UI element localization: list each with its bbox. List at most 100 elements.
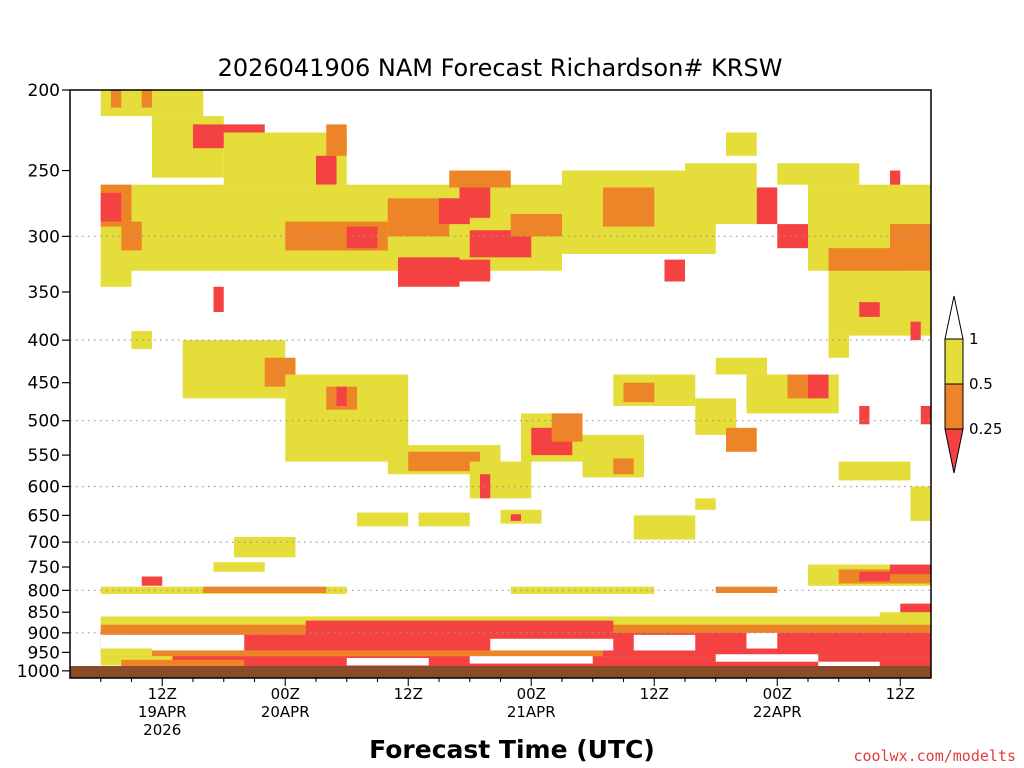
y-tick-label: 750	[28, 558, 60, 578]
legend-swatch-yellow	[944, 338, 964, 385]
x-tick-label: 21APR	[507, 703, 556, 721]
heatmap-cell-25	[603, 187, 655, 227]
heatmap-cell-27	[685, 163, 757, 225]
heatmap-cell-68	[920, 405, 931, 425]
heatmap-cell-80	[510, 586, 655, 594]
heatmap-cell-54	[613, 458, 634, 475]
heatmap-cell-7	[316, 155, 337, 185]
y-tick-label: 700	[28, 533, 60, 553]
heatmap-cell-11	[100, 192, 122, 222]
legend-label: 0.25	[969, 420, 1002, 438]
x-tick-label: 00Z	[271, 685, 300, 703]
heatmap-cell-70	[357, 512, 409, 527]
x-tick-label: 12Z	[886, 685, 915, 703]
heatmap-cell-20	[510, 214, 573, 237]
heatmap-cell-47	[408, 451, 480, 472]
heatmap-cell-35	[890, 224, 931, 271]
heatmap-cell-40	[213, 286, 224, 313]
heatmap-cell-94	[746, 632, 778, 649]
heatmap-cell-96	[100, 648, 152, 657]
heatmap-cell-2	[141, 90, 152, 108]
x-tick-label: 19APR	[138, 703, 187, 721]
legend: 1 0.5 0.25	[944, 295, 1002, 474]
heatmap-cell-100	[121, 659, 245, 666]
heatmap-cell-77	[141, 576, 163, 586]
heatmap-cell-99	[244, 665, 931, 666]
heatmap-cell-26	[664, 259, 685, 282]
heatmap-cell-101	[346, 657, 429, 666]
y-axis: 200 250 300 350 400 450 500 550 600 650 700 750 8008…	[17, 81, 70, 682]
heatmap-cell-21	[398, 257, 460, 287]
heatmap-cell-73	[510, 514, 521, 521]
heatmap-cell-29	[756, 187, 778, 225]
y-tick-label: 650	[28, 506, 60, 526]
y-tick-label: 850	[28, 603, 60, 623]
y-tick-label: 250	[28, 162, 60, 182]
x-tick-label: 20APR	[261, 703, 310, 721]
heatmap-cell-38	[100, 265, 132, 287]
chart-title: 2026041906 NAM Forecast Richardson# KRSW	[218, 54, 783, 82]
heatmap-cell-59	[715, 357, 767, 375]
legend-swatch-orange	[944, 383, 964, 430]
x-tick-label: 12Z	[394, 685, 423, 703]
heatmap-cell-104	[818, 661, 880, 666]
heatmap-cell-97	[490, 638, 614, 651]
heatmap-cell-75	[695, 498, 716, 510]
y-tick-label: 900	[28, 624, 60, 644]
heatmap-cell-66	[910, 486, 931, 521]
heatmap-cell-30	[777, 163, 860, 185]
ground-strip	[70, 666, 931, 678]
heatmap-cell-28	[726, 132, 757, 156]
heatmap-cell-76	[213, 562, 265, 572]
legend-label: 0.5	[969, 375, 993, 393]
y-tick-label: 600	[28, 477, 60, 497]
heatmap-cell-91	[305, 620, 614, 637]
heatmap-cell-18	[459, 187, 491, 218]
y-tick-label: 500	[28, 412, 60, 432]
y-tick-label: 300	[28, 227, 60, 247]
heatmap-cell-79	[203, 586, 327, 594]
heatmap-cell-36	[890, 170, 901, 185]
heatmap-cell-62	[808, 374, 829, 399]
y-tick-label: 350	[28, 283, 60, 303]
x-axis-label: Forecast Time (UTC)	[369, 735, 655, 764]
heatmap-cell-64	[859, 405, 870, 425]
heatmap-cell-45	[336, 386, 347, 406]
heatmap-cell-1	[111, 90, 122, 108]
x-tick-label: 22APR	[753, 703, 802, 721]
y-tick-label: 450	[28, 374, 60, 394]
heatmap-cell-74	[633, 515, 696, 540]
heatmap-cell-93	[633, 634, 696, 651]
heatmap-cell-71	[418, 512, 470, 527]
x-tick-label: 00Z	[517, 685, 546, 703]
heatmap-cell-103	[715, 654, 819, 662]
heatmap-cell-85	[890, 564, 931, 575]
heatmap-cell-22	[459, 259, 491, 282]
heatmap-cell-69	[234, 536, 296, 558]
heatmap-cell-58	[726, 427, 757, 452]
y-tick-label: 200	[28, 81, 60, 101]
heatmap-cell-84	[859, 571, 890, 582]
y-tick-label: 400	[28, 331, 60, 351]
heatmap-cell-65	[838, 461, 911, 481]
x-tick-label: 12Z	[640, 685, 669, 703]
y-tick-label: 1000	[17, 662, 60, 682]
heatmap-cell-63	[828, 335, 849, 358]
y-tick-label: 950	[28, 643, 60, 663]
legend-label: 1	[969, 330, 979, 348]
heatmap-cell-67	[910, 321, 921, 341]
heatmap-cell-37	[859, 302, 880, 317]
heatmap-cell-52	[551, 413, 583, 442]
y-tick-label: 550	[28, 446, 60, 466]
heatmap-cell-56	[623, 382, 655, 403]
heatmap-cell-95	[100, 634, 245, 651]
heatmap-cell-14	[346, 226, 378, 249]
x-tick-label: 12Z	[148, 685, 177, 703]
heatmap-cell-48	[469, 461, 532, 499]
y-tick-label: 800	[28, 581, 60, 601]
credit-text: coolwx.com/modelts	[853, 747, 1016, 765]
heatmap-cell-6	[326, 124, 347, 156]
plot-area	[100, 90, 931, 666]
